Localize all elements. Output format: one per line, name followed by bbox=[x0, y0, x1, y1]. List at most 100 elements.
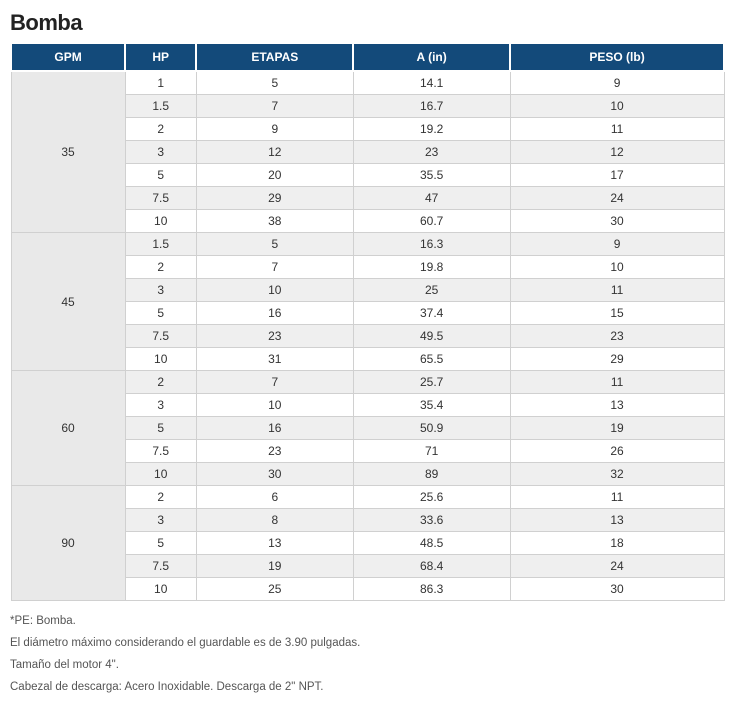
cell-a: 35.5 bbox=[353, 164, 510, 187]
cell-hp: 10 bbox=[125, 578, 196, 601]
footnote-line: Tamaño del motor 4". bbox=[10, 655, 725, 677]
cell-hp: 3 bbox=[125, 279, 196, 302]
cell-a: 35.4 bbox=[353, 394, 510, 417]
cell-peso: 18 bbox=[510, 532, 724, 555]
cell-etapas: 38 bbox=[196, 210, 353, 233]
page-title: Bomba bbox=[10, 10, 725, 36]
col-gpm: GPM bbox=[11, 43, 125, 71]
cell-a: 25 bbox=[353, 279, 510, 302]
cell-etapas: 10 bbox=[196, 279, 353, 302]
cell-etapas: 5 bbox=[196, 233, 353, 256]
cell-hp: 5 bbox=[125, 164, 196, 187]
cell-a: 37.4 bbox=[353, 302, 510, 325]
cell-hp: 3 bbox=[125, 141, 196, 164]
table-body: 351514.191.5716.7102919.211312231252035.… bbox=[11, 71, 724, 601]
cell-peso: 13 bbox=[510, 509, 724, 532]
cell-etapas: 9 bbox=[196, 118, 353, 141]
cell-hp: 1.5 bbox=[125, 95, 196, 118]
cell-hp: 3 bbox=[125, 394, 196, 417]
cell-peso: 19 bbox=[510, 417, 724, 440]
cell-hp: 2 bbox=[125, 371, 196, 394]
cell-a: 14.1 bbox=[353, 71, 510, 95]
cell-hp: 10 bbox=[125, 463, 196, 486]
cell-a: 89 bbox=[353, 463, 510, 486]
cell-hp: 7.5 bbox=[125, 187, 196, 210]
cell-a: 16.7 bbox=[353, 95, 510, 118]
cell-etapas: 30 bbox=[196, 463, 353, 486]
cell-a: 48.5 bbox=[353, 532, 510, 555]
cell-hp: 5 bbox=[125, 302, 196, 325]
pump-table: GPM HP ETAPAS A (in) PESO (lb) 351514.19… bbox=[10, 42, 725, 601]
cell-peso: 23 bbox=[510, 325, 724, 348]
cell-a: 19.8 bbox=[353, 256, 510, 279]
cell-hp: 5 bbox=[125, 417, 196, 440]
cell-hp: 7.5 bbox=[125, 555, 196, 578]
cell-hp: 1.5 bbox=[125, 233, 196, 256]
table-header-row: GPM HP ETAPAS A (in) PESO (lb) bbox=[11, 43, 724, 71]
cell-a: 33.6 bbox=[353, 509, 510, 532]
table-row: 451.5516.39 bbox=[11, 233, 724, 256]
col-hp: HP bbox=[125, 43, 196, 71]
cell-peso: 9 bbox=[510, 233, 724, 256]
table-row: 602725.711 bbox=[11, 371, 724, 394]
cell-peso: 11 bbox=[510, 279, 724, 302]
cell-etapas: 5 bbox=[196, 71, 353, 95]
cell-etapas: 8 bbox=[196, 509, 353, 532]
cell-gpm: 90 bbox=[11, 486, 125, 601]
cell-a: 50.9 bbox=[353, 417, 510, 440]
cell-peso: 11 bbox=[510, 118, 724, 141]
cell-hp: 7.5 bbox=[125, 325, 196, 348]
cell-a: 49.5 bbox=[353, 325, 510, 348]
cell-a: 25.6 bbox=[353, 486, 510, 509]
cell-etapas: 19 bbox=[196, 555, 353, 578]
cell-etapas: 12 bbox=[196, 141, 353, 164]
cell-etapas: 16 bbox=[196, 417, 353, 440]
col-etapas: ETAPAS bbox=[196, 43, 353, 71]
cell-peso: 24 bbox=[510, 555, 724, 578]
cell-peso: 30 bbox=[510, 210, 724, 233]
cell-peso: 10 bbox=[510, 95, 724, 118]
cell-peso: 11 bbox=[510, 486, 724, 509]
cell-hp: 2 bbox=[125, 256, 196, 279]
cell-peso: 30 bbox=[510, 578, 724, 601]
cell-peso: 24 bbox=[510, 187, 724, 210]
footnote-line: Cabezal de descarga: Acero Inoxidable. D… bbox=[10, 677, 725, 699]
cell-gpm: 60 bbox=[11, 371, 125, 486]
cell-etapas: 16 bbox=[196, 302, 353, 325]
cell-etapas: 7 bbox=[196, 256, 353, 279]
cell-gpm: 45 bbox=[11, 233, 125, 371]
cell-a: 68.4 bbox=[353, 555, 510, 578]
table-row: 351514.19 bbox=[11, 71, 724, 95]
cell-a: 16.3 bbox=[353, 233, 510, 256]
col-peso: PESO (lb) bbox=[510, 43, 724, 71]
cell-a: 47 bbox=[353, 187, 510, 210]
cell-etapas: 23 bbox=[196, 325, 353, 348]
cell-a: 19.2 bbox=[353, 118, 510, 141]
cell-peso: 26 bbox=[510, 440, 724, 463]
cell-hp: 7.5 bbox=[125, 440, 196, 463]
cell-etapas: 7 bbox=[196, 371, 353, 394]
cell-etapas: 7 bbox=[196, 95, 353, 118]
cell-etapas: 31 bbox=[196, 348, 353, 371]
cell-peso: 15 bbox=[510, 302, 724, 325]
cell-etapas: 10 bbox=[196, 394, 353, 417]
col-a: A (in) bbox=[353, 43, 510, 71]
cell-etapas: 6 bbox=[196, 486, 353, 509]
cell-peso: 10 bbox=[510, 256, 724, 279]
cell-peso: 32 bbox=[510, 463, 724, 486]
cell-a: 23 bbox=[353, 141, 510, 164]
cell-hp: 3 bbox=[125, 509, 196, 532]
cell-etapas: 25 bbox=[196, 578, 353, 601]
cell-etapas: 29 bbox=[196, 187, 353, 210]
cell-hp: 10 bbox=[125, 210, 196, 233]
footnote-line: El diámetro máximo considerando el guard… bbox=[10, 633, 725, 655]
footnotes: *PE: Bomba.El diámetro máximo consideran… bbox=[10, 611, 725, 698]
cell-hp: 5 bbox=[125, 532, 196, 555]
cell-hp: 2 bbox=[125, 118, 196, 141]
cell-etapas: 23 bbox=[196, 440, 353, 463]
cell-a: 60.7 bbox=[353, 210, 510, 233]
cell-a: 86.3 bbox=[353, 578, 510, 601]
cell-peso: 29 bbox=[510, 348, 724, 371]
table-row: 902625.611 bbox=[11, 486, 724, 509]
cell-gpm: 35 bbox=[11, 71, 125, 233]
